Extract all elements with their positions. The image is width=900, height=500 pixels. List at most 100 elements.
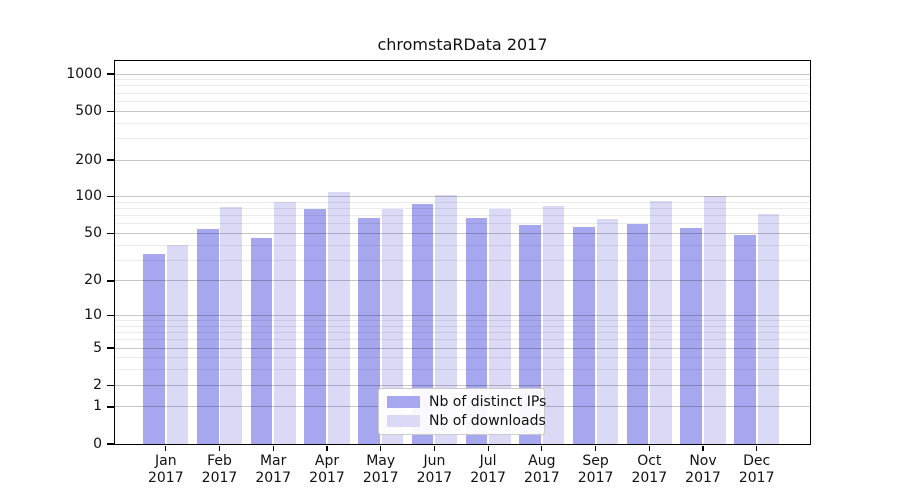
x-axis-tick-label-jul: Jul 2017	[470, 453, 506, 486]
y-axis-tick-label: 500	[75, 102, 102, 119]
gridline-minor	[115, 215, 810, 217]
legend-item-distinct-ips: Nb of distinct IPs	[387, 393, 546, 412]
bar-downloads-jun	[435, 195, 457, 444]
y-axis-tick-label: 2	[93, 376, 102, 393]
bar-downloads-dec	[757, 214, 780, 444]
y-tick	[107, 196, 114, 198]
x-axis-tick-label-nov: Nov 2017	[685, 453, 721, 486]
y-axis-tick-label: 1	[93, 398, 102, 415]
gridline-minor	[115, 79, 810, 81]
gridline-minor	[115, 369, 810, 371]
gridline-major	[115, 159, 810, 161]
y-tick	[107, 232, 114, 235]
gridline-minor	[115, 320, 810, 322]
x-tick	[648, 445, 650, 451]
x-tick	[595, 445, 597, 451]
gridline-minor	[115, 357, 810, 359]
bar-downloads-oct	[650, 200, 672, 444]
bar-downloads-mar	[274, 202, 296, 444]
bar-distinct-ips-may	[358, 218, 380, 444]
bar-downloads-may	[381, 209, 404, 444]
gridline-major	[115, 280, 810, 282]
bar-distinct-ips-oct	[626, 223, 649, 444]
x-tick	[756, 445, 758, 451]
bar-distinct-ips-nov	[680, 228, 703, 444]
gridline-minor	[115, 85, 810, 87]
gridline-major	[115, 110, 810, 112]
x-axis-tick-label-jun: Jun 2017	[416, 453, 453, 486]
gridline-major	[115, 232, 810, 234]
x-axis-tick-label-dec: Dec 2017	[738, 453, 775, 486]
x-tick	[541, 445, 543, 451]
y-tick	[107, 347, 114, 349]
y-tick	[107, 315, 114, 317]
y-axis-tick-label: 50	[84, 224, 102, 241]
gridline-minor	[115, 244, 810, 246]
gridline-major	[115, 196, 810, 198]
x-tick	[380, 445, 382, 451]
bar-distinct-ips-feb	[196, 229, 219, 444]
plot-area	[114, 60, 811, 445]
y-axis-tick-label: 200	[75, 151, 102, 168]
bar-downloads-nov	[703, 195, 726, 444]
legend-swatch-downloads-icon	[387, 414, 420, 427]
gridline-minor	[115, 259, 810, 261]
y-axis-tick-label: 0	[93, 435, 102, 452]
gridline-major	[115, 73, 810, 75]
y-axis-tick-label: 1000	[66, 65, 102, 82]
bar-downloads-sep	[596, 218, 619, 444]
y-tick	[107, 384, 114, 386]
legend-label-downloads: Nb of downloads	[429, 412, 546, 429]
x-axis-tick-label-oct: Oct 2017	[631, 453, 668, 486]
gridline-minor	[115, 325, 810, 327]
y-tick	[107, 406, 114, 408]
x-tick	[165, 445, 167, 451]
x-axis-tick-label-may: May 2017	[362, 453, 399, 486]
bar-distinct-ips-mar	[250, 237, 273, 444]
x-axis-tick-label-sep: Sep 2017	[577, 453, 614, 486]
y-tick	[107, 443, 114, 445]
bar-distinct-ips-jun	[411, 203, 434, 444]
y-tick	[107, 159, 114, 161]
bar-downloads-apr	[327, 191, 350, 444]
gridline-minor	[115, 208, 810, 210]
y-axis-tick-label: 10	[84, 307, 102, 324]
y-tick	[107, 110, 114, 112]
bar-distinct-ips-apr	[304, 208, 327, 444]
bar-downloads-jan	[166, 245, 189, 444]
x-axis-tick-label-jan: Jan 2017	[147, 453, 184, 486]
gridline-minor	[115, 201, 810, 203]
gridline-minor	[115, 223, 810, 225]
gridline-minor	[115, 92, 810, 94]
legend-item-downloads: Nb of downloads	[387, 412, 546, 431]
legend-swatch-distinct-ips-icon	[387, 396, 420, 409]
gridline-minor	[115, 137, 810, 139]
bar-downloads-jul	[489, 208, 511, 444]
bar-distinct-ips-jul	[465, 218, 488, 444]
x-axis-tick-label-mar: Mar 2017	[255, 453, 291, 486]
x-tick	[272, 445, 274, 451]
gridline-minor	[115, 122, 810, 124]
gridline-minor	[115, 100, 810, 102]
gridline-minor	[115, 339, 810, 341]
y-axis-tick-label: 5	[93, 339, 102, 356]
x-axis-tick-label-aug: Aug 2017	[523, 453, 560, 486]
x-axis-tick-label-feb: Feb 2017	[201, 453, 238, 486]
gridline-minor	[115, 332, 810, 334]
x-tick	[702, 445, 704, 451]
x-tick	[433, 445, 436, 451]
gridline-major	[115, 347, 810, 349]
y-tick	[107, 280, 114, 282]
y-axis-tick-label: 20	[84, 272, 102, 289]
gridline-major	[115, 384, 810, 386]
bar-downloads-feb	[220, 207, 243, 444]
x-tick	[487, 445, 489, 451]
x-axis-tick-label-apr: Apr 2017	[309, 453, 345, 486]
bar-distinct-ips-sep	[573, 226, 595, 444]
legend: Nb of distinct IPs Nb of downloads	[378, 388, 546, 435]
bar-distinct-ips-dec	[734, 234, 756, 444]
y-tick	[107, 73, 114, 75]
y-axis-tick-label: 100	[75, 188, 102, 205]
legend-label-distinct-ips: Nb of distinct IPs	[429, 394, 547, 411]
